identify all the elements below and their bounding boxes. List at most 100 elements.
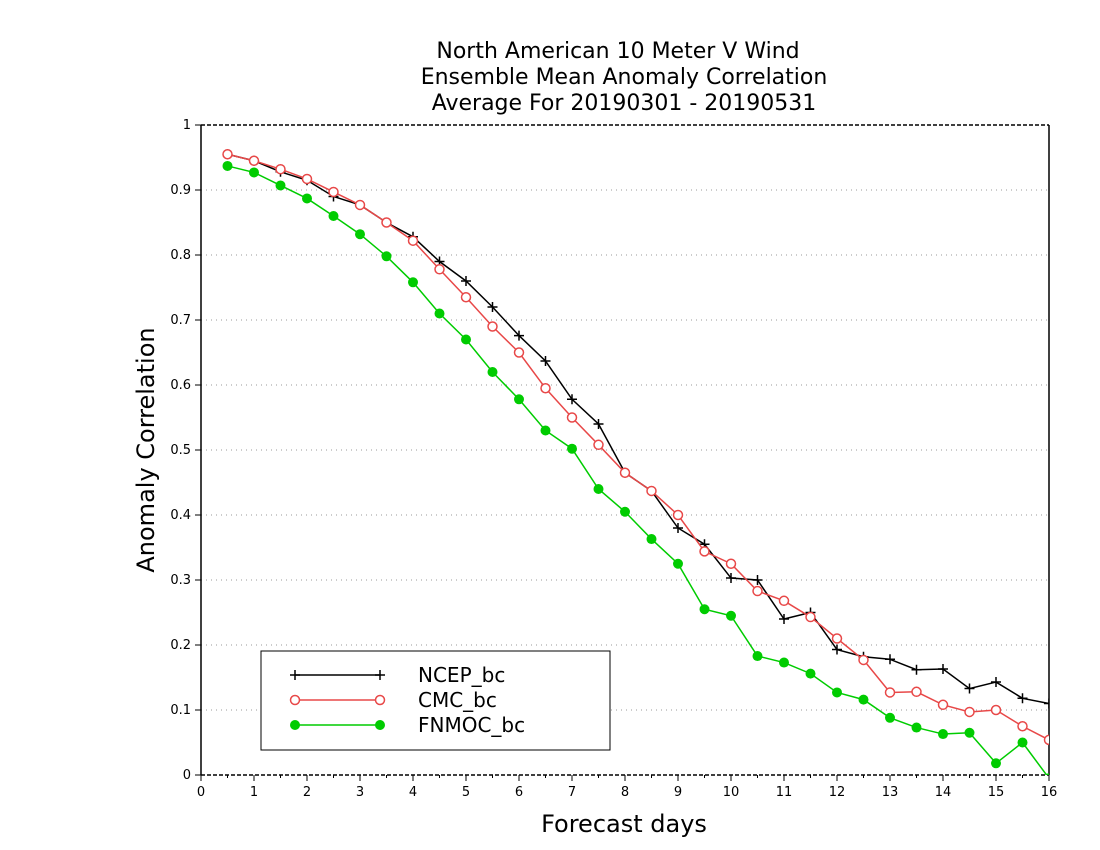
y-tick-label: 0.2 (170, 638, 191, 653)
open-circle-marker (1017, 721, 1028, 732)
x-tick-label: 14 (935, 785, 952, 800)
x-tick-label: 7 (568, 785, 576, 800)
x-tick-label: 10 (723, 785, 740, 800)
open-circle-marker (566, 412, 578, 423)
y-tick-label: 0.1 (170, 703, 191, 718)
x-tick-label: 11 (776, 785, 793, 800)
open-circle-marker (831, 633, 843, 644)
open-circle-marker (381, 217, 392, 228)
x-tick-label: 6 (515, 785, 523, 800)
filled-circle-marker (461, 334, 471, 345)
filled-circle-marker (593, 484, 604, 494)
legend-entry: CMC_bc (289, 688, 497, 712)
filled-circle-marker (726, 610, 736, 621)
open-circle-marker (725, 558, 737, 569)
x-axis-ticks: 0 1 2 3 4 5 6 7 8 9 10 11 12 13 14 15 16 (197, 775, 1057, 800)
filled-circle-marker (540, 425, 551, 436)
filled-circle-marker (375, 720, 385, 730)
open-circle-marker (858, 654, 869, 666)
series-CMC_bc (222, 149, 1049, 746)
y-axis-ticks: 0 0.1 0.2 0.3 0.4 0.5 0.6 0.7 0.8 0.9 1 (170, 118, 201, 783)
open-circle-marker (328, 186, 339, 198)
filled-circle-marker (964, 727, 975, 738)
filled-circle-marker (673, 558, 683, 569)
open-circle-marker (964, 706, 975, 718)
plus-marker (540, 355, 551, 366)
filled-circle-marker (699, 604, 710, 615)
plus-marker (911, 664, 922, 675)
plus-marker (567, 394, 577, 405)
plus-marker (1017, 693, 1028, 704)
plus-marker (290, 670, 300, 680)
filled-circle-marker (434, 308, 445, 319)
filled-circle-marker (779, 657, 789, 668)
open-circle-marker (434, 264, 445, 275)
chart-title: North American 10 Meter V Wind Ensemble … (421, 39, 828, 116)
plus-marker (991, 677, 1001, 688)
y-tick-label: 0.6 (170, 378, 191, 393)
open-circle-marker (222, 149, 233, 160)
y-tick-label: 1 (183, 118, 191, 133)
y-tick-label: 0.9 (170, 183, 191, 198)
filled-circle-marker (646, 534, 657, 545)
x-tick-label: 2 (303, 785, 311, 800)
open-circle-marker (374, 694, 386, 706)
plus-marker (885, 654, 895, 665)
open-circle-marker (513, 347, 525, 358)
series-NCEP_bc (222, 149, 1049, 709)
plus-marker (487, 302, 498, 312)
gridlines (201, 189, 1049, 711)
filled-circle-marker (858, 694, 869, 705)
open-circle-marker (540, 383, 551, 394)
y-axis-label: Anomaly Correlation (132, 327, 160, 572)
x-tick-label: 16 (1041, 785, 1058, 800)
open-circle-marker (752, 585, 763, 597)
y-tick-label: 0 (183, 768, 191, 783)
series-FNMOC_bc (222, 160, 1049, 775)
plus-marker (673, 523, 683, 533)
filled-circle-marker (408, 277, 418, 288)
series-layer (222, 149, 1049, 775)
x-axis-label: Forecast days (541, 810, 707, 838)
filled-circle-marker (991, 758, 1001, 769)
x-tick-label: 15 (988, 785, 1005, 800)
series-line (227, 153, 1049, 705)
filled-circle-marker (249, 167, 259, 178)
plus-marker (514, 330, 524, 341)
legend-entry: FNMOC_bc (290, 713, 525, 737)
open-circle-marker (937, 699, 949, 711)
chart-title-line: Average For 20190301 - 20190531 (432, 91, 817, 116)
filled-circle-marker (567, 443, 577, 454)
filled-circle-marker (620, 506, 630, 517)
open-circle-marker (289, 694, 301, 706)
filled-circle-marker (752, 651, 763, 662)
y-tick-label: 0.8 (170, 248, 191, 263)
x-tick-label: 13 (882, 785, 899, 800)
legend-label: FNMOC_bc (418, 713, 525, 737)
filled-circle-marker (487, 367, 498, 377)
filled-circle-marker (222, 160, 233, 171)
open-circle-marker (990, 704, 1002, 716)
filled-circle-marker (275, 180, 286, 191)
plus-marker (938, 664, 948, 675)
open-circle-marker (248, 155, 260, 166)
open-circle-marker (778, 595, 790, 607)
y-tick-label: 0.4 (170, 508, 191, 523)
filled-circle-marker (290, 720, 300, 730)
x-tick-label: 1 (250, 785, 258, 800)
plus-marker (1044, 698, 1049, 709)
open-circle-marker (301, 173, 313, 185)
open-circle-marker (275, 163, 286, 175)
open-circle-marker (407, 235, 419, 246)
open-circle-marker (911, 686, 922, 698)
open-circle-marker (884, 687, 896, 698)
x-tick-label: 8 (621, 785, 629, 800)
filled-circle-marker (938, 729, 948, 740)
filled-circle-marker (514, 394, 524, 405)
open-circle-marker (354, 199, 366, 211)
plus-marker (964, 683, 975, 694)
x-tick-label: 3 (356, 785, 364, 800)
chart-title-line: North American 10 Meter V Wind (436, 39, 799, 64)
